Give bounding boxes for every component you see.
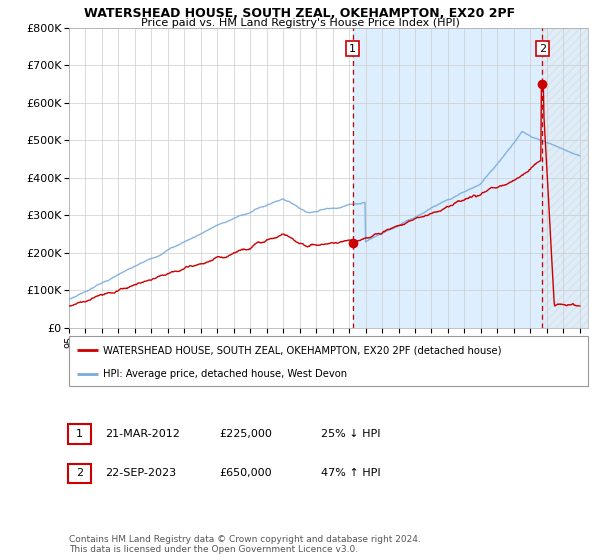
Text: WATERSHEAD HOUSE, SOUTH ZEAL, OKEHAMPTON, EX20 2PF (detached house): WATERSHEAD HOUSE, SOUTH ZEAL, OKEHAMPTON…: [103, 345, 501, 355]
Text: 22-SEP-2023: 22-SEP-2023: [105, 468, 176, 478]
Text: HPI: Average price, detached house, West Devon: HPI: Average price, detached house, West…: [103, 369, 347, 379]
Text: 2: 2: [76, 468, 83, 478]
Text: WATERSHEAD HOUSE, SOUTH ZEAL, OKEHAMPTON, EX20 2PF: WATERSHEAD HOUSE, SOUTH ZEAL, OKEHAMPTON…: [85, 7, 515, 20]
Text: 1: 1: [76, 429, 83, 439]
Text: 47% ↑ HPI: 47% ↑ HPI: [321, 468, 380, 478]
Text: Contains HM Land Registry data © Crown copyright and database right 2024.
This d: Contains HM Land Registry data © Crown c…: [69, 535, 421, 554]
Text: £650,000: £650,000: [219, 468, 272, 478]
Bar: [353, 28, 542, 328]
Text: £225,000: £225,000: [219, 429, 272, 439]
Text: 21-MAR-2012: 21-MAR-2012: [105, 429, 180, 439]
Bar: [542, 28, 588, 328]
Text: Price paid vs. HM Land Registry's House Price Index (HPI): Price paid vs. HM Land Registry's House …: [140, 18, 460, 28]
Text: 25% ↓ HPI: 25% ↓ HPI: [321, 429, 380, 439]
Text: 2: 2: [539, 44, 546, 54]
Text: 1: 1: [349, 44, 356, 54]
